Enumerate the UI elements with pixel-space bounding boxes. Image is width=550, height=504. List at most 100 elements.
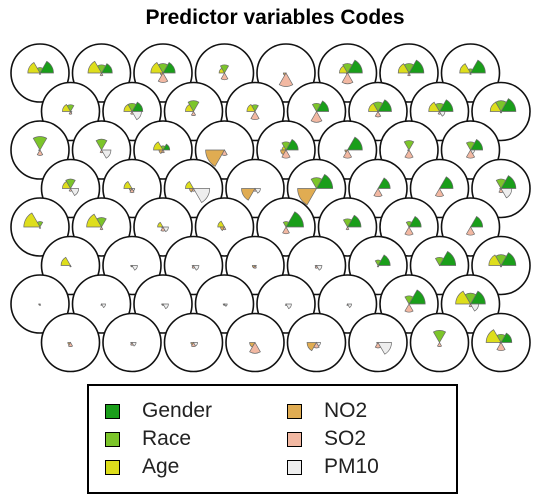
segment-so2 — [404, 303, 414, 313]
segment-pm10 — [69, 188, 79, 196]
segment-pm10 — [131, 188, 136, 192]
segment-gender — [438, 250, 457, 266]
segment-gender — [408, 59, 425, 74]
segment-age — [488, 254, 502, 266]
segment-pm10 — [100, 303, 106, 308]
segment-age — [428, 101, 441, 112]
segment-so2 — [222, 226, 227, 231]
segment-pm10 — [254, 188, 261, 194]
segment-age — [485, 329, 502, 343]
segment-so2 — [499, 264, 503, 268]
segment-age — [153, 141, 164, 151]
segment-age — [123, 104, 133, 112]
segment-so2 — [434, 187, 445, 197]
som-cell-r8-c3 — [163, 312, 224, 373]
segment-race — [434, 257, 445, 267]
som-cell-r8-c6 — [348, 312, 408, 373]
segment-so2 — [281, 149, 291, 159]
segment-so2 — [99, 72, 104, 77]
segment-so2 — [345, 226, 350, 231]
segment-so2 — [407, 72, 411, 77]
segment-pm10 — [223, 303, 228, 307]
segment-pm10 — [438, 111, 446, 117]
segment-gender — [408, 289, 426, 305]
segment-pm10 — [131, 342, 137, 347]
legend-label-race: Race — [142, 427, 192, 450]
segment-so2 — [221, 149, 228, 156]
segment-so2 — [99, 226, 104, 231]
segment-no2 — [220, 226, 226, 231]
segment-so2 — [465, 149, 476, 159]
segment-gender — [346, 214, 362, 228]
segment-gender — [131, 101, 144, 112]
segment-age — [157, 221, 164, 228]
segment-gender — [39, 60, 54, 74]
segment-age — [62, 104, 72, 112]
legend-item-gender: Gender — [105, 400, 212, 422]
segment-gender — [469, 139, 484, 151]
legend-swatch-no2 — [287, 403, 302, 419]
som-cell-r8-c1 — [40, 312, 101, 373]
legend-label-so2: SO2 — [324, 427, 367, 450]
segment-so2 — [373, 187, 383, 197]
segment-pm10 — [131, 111, 142, 121]
segment-so2 — [469, 72, 472, 75]
segment-pm10 — [285, 303, 292, 310]
legend-item-age: Age — [105, 456, 179, 478]
segment-age — [459, 63, 472, 74]
segment-race — [495, 178, 507, 190]
segment-race — [404, 295, 414, 305]
segment-so2 — [278, 72, 294, 87]
segment-race — [282, 221, 290, 228]
segment-so2 — [157, 72, 169, 83]
segment-pm10 — [192, 342, 198, 347]
segment-race — [187, 100, 200, 113]
segment-race — [95, 138, 108, 151]
segment-so2 — [38, 303, 42, 306]
segment-gender — [500, 98, 517, 112]
segment-so2 — [38, 72, 42, 75]
segment-so2 — [404, 226, 414, 236]
segment-gender — [500, 332, 513, 343]
segment-pm10 — [315, 342, 321, 347]
segment-so2 — [253, 264, 257, 269]
segment-gender — [285, 211, 304, 228]
segment-gender — [162, 62, 176, 74]
segment-no2 — [241, 188, 256, 201]
segment-pm10 — [162, 303, 169, 310]
segment-so2 — [190, 110, 197, 116]
segment-pm10 — [100, 149, 112, 159]
segment-so2 — [38, 226, 42, 229]
segment-so2 — [36, 149, 44, 156]
segment-so2 — [310, 110, 323, 123]
som-cell-r8-c5 — [286, 312, 347, 373]
segment-race — [342, 63, 353, 74]
segment-race — [342, 218, 353, 228]
segment-so2 — [129, 187, 135, 193]
legend-swatch-race — [105, 431, 120, 447]
segment-race — [405, 221, 413, 228]
segment-gender — [408, 216, 422, 228]
segment-gender — [346, 136, 363, 151]
segment-race — [281, 141, 291, 151]
legend-label-age: Age — [142, 455, 180, 478]
segment-gender — [285, 139, 299, 151]
segment-so2 — [69, 264, 72, 268]
segment-pm10 — [192, 265, 200, 271]
segment-so2 — [342, 149, 353, 159]
segment-gender — [469, 216, 484, 228]
segment-race — [65, 178, 76, 190]
segment-age — [86, 213, 103, 228]
segment-so2 — [341, 72, 354, 85]
legend-swatch-so2 — [287, 431, 302, 447]
segment-pm10 — [131, 265, 138, 271]
segment-so2 — [67, 341, 73, 347]
segment-age — [23, 212, 41, 228]
segment-pm10 — [192, 188, 211, 204]
segment-no2 — [205, 149, 226, 167]
segment-race — [32, 136, 48, 151]
segment-age — [185, 181, 195, 189]
segment-no2 — [306, 342, 318, 352]
legend-label-no2: NO2 — [324, 399, 368, 422]
segment-so2 — [465, 226, 476, 236]
